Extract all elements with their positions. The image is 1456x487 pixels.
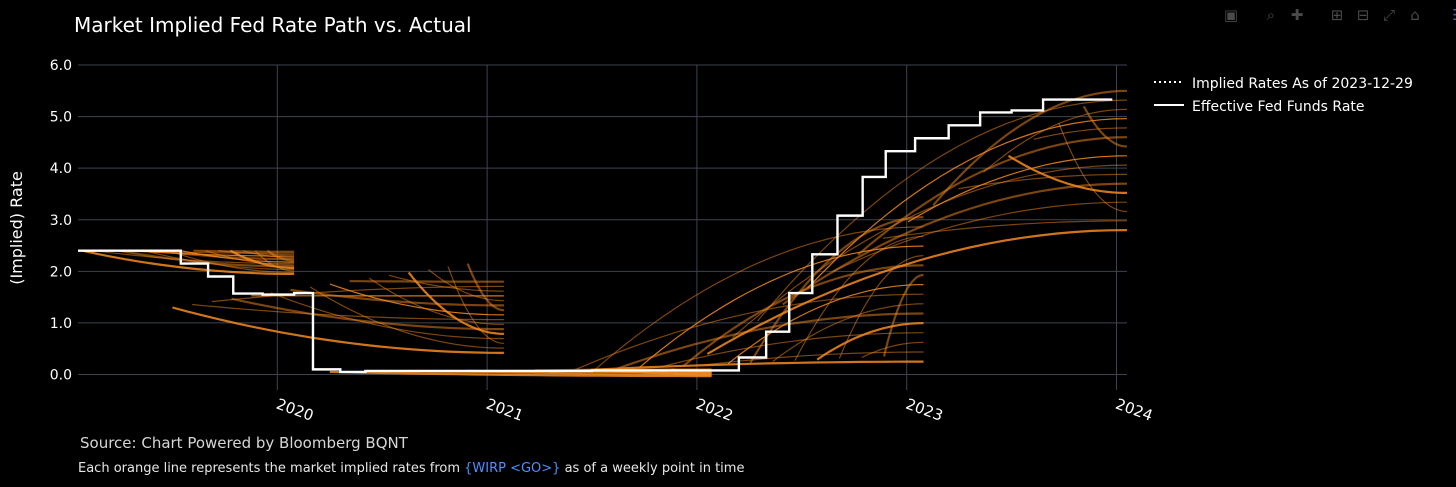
y-tick-label: 6.0 [50,58,72,74]
implied-rate-line [211,285,504,303]
implied-rate-line [388,274,504,292]
legend-item-implied[interactable]: Implied Rates As of 2023-12-29 [1154,76,1413,92]
legend[interactable]: Implied Rates As of 2023-12-29 Effective… [1154,76,1413,115]
implied-rate-line [231,297,504,331]
implied-rate-line [907,155,1128,223]
implied-rate-line [816,322,924,361]
chart-title: Market Implied Fed Rate Path vs. Actual [74,13,472,37]
implied-rate-line [349,280,504,283]
camera-icon[interactable]: ▣ [1223,6,1239,24]
implied-rate-line [368,277,504,325]
wirp-link[interactable]: {WIRP <GO>} [464,461,561,476]
y-tick-label: 5.0 [50,110,72,126]
implied-rate-line [549,360,924,373]
implied-rate-line [168,250,295,273]
implied-rate-line [794,235,924,361]
implied-rate-line [706,229,1128,355]
implied-rate-line [705,351,924,366]
implied-rate-line [172,306,504,354]
plotly-logo-icon[interactable]: ☷ [1448,4,1456,26]
implied-rate-line [782,182,1128,306]
implied-rate-line [329,283,504,316]
implied-rate-line [727,284,924,365]
footnote-prefix: Each orange line represents the market i… [78,461,465,476]
implied-rate-line [882,220,1127,239]
implied-rate-line [309,286,504,349]
implied-rate-line [616,312,924,370]
implied-rate-line [857,136,1128,256]
implied-rate-line [266,249,295,262]
implied-rate-line [838,255,924,359]
implied-rate-line [861,341,924,359]
implied-rate-line [466,263,504,312]
footnote-suffix: as of a weekly point in time [560,461,745,476]
implied-rate-line [732,164,1128,338]
pan-icon[interactable]: ✚ [1290,6,1304,24]
implied-rate-line [882,273,924,357]
x-tick-label: 2023 [903,395,945,425]
source-text: Source: Chart Powered by Bloomberg BQNT [80,434,408,452]
legend-label-effr: Effective Fed Funds Rate [1192,99,1365,115]
implied-rate-line [932,89,1128,207]
zoom-in-icon[interactable]: ⊞ [1330,6,1344,24]
implied-rate-line [832,201,1128,272]
implied-rate-line [1033,127,1128,140]
y-tick-label: 2.0 [50,264,72,280]
zoom-icon[interactable]: ⌕ [1266,6,1276,24]
implied-rate-line [229,249,295,270]
implied-rate-line [192,303,504,321]
implied-rate-line [1082,105,1128,148]
y-axis-label: (Implied) Rate [7,171,26,285]
x-tick-label: 2024 [1113,395,1155,425]
reset-axes-icon[interactable]: ⌂ [1410,6,1420,24]
autoscale-icon[interactable]: ⤢ [1382,6,1395,24]
x-tick-label: 2022 [694,395,736,425]
legend-label-implied: Implied Rates As of 2023-12-29 [1192,76,1413,92]
implied-rate-line [270,292,504,340]
y-tick-label: 0.0 [50,368,72,384]
implied-rate-line [1058,122,1128,213]
implied-rate-line [242,250,295,259]
implied-rate-line [407,271,504,335]
y-tick-label: 4.0 [50,161,72,177]
footnote: Each orange line represents the market i… [78,461,744,476]
implied-rate-line [290,288,504,307]
implied-rate-line [156,249,295,261]
implied-rate-line [638,245,924,369]
implied-rate-line [329,370,712,378]
x-tick-label: 2020 [274,395,316,425]
zoom-out-icon[interactable]: ⊟ [1356,6,1370,24]
implied-rate-line [489,370,712,377]
implied-rate-line [661,332,924,368]
implied-lines-layer [81,89,1128,378]
implied-rate-line [447,266,504,344]
implied-rate-line [958,173,1127,190]
implied-rate-line [807,118,1128,289]
implied-rate-line [572,293,924,372]
modebar: ▣ ⌕ ✚ ⊞ ⊟ ⤢ ⌂ ☷ [1220,4,1456,26]
implied-rate-line [1007,154,1127,194]
effr-layer [78,98,1113,374]
y-tick-label: 1.0 [50,316,72,332]
y-tick-label: 3.0 [50,213,72,229]
legend-item-effr[interactable]: Effective Fed Funds Rate [1154,99,1365,115]
implied-rate-line [81,249,295,275]
implied-rate-line [205,250,295,266]
implied-rate-line [983,108,1128,173]
implied-rate-line [254,250,295,272]
implied-rate-line [427,269,504,302]
effr-line [78,98,1113,374]
x-tick-label: 2021 [484,395,526,425]
